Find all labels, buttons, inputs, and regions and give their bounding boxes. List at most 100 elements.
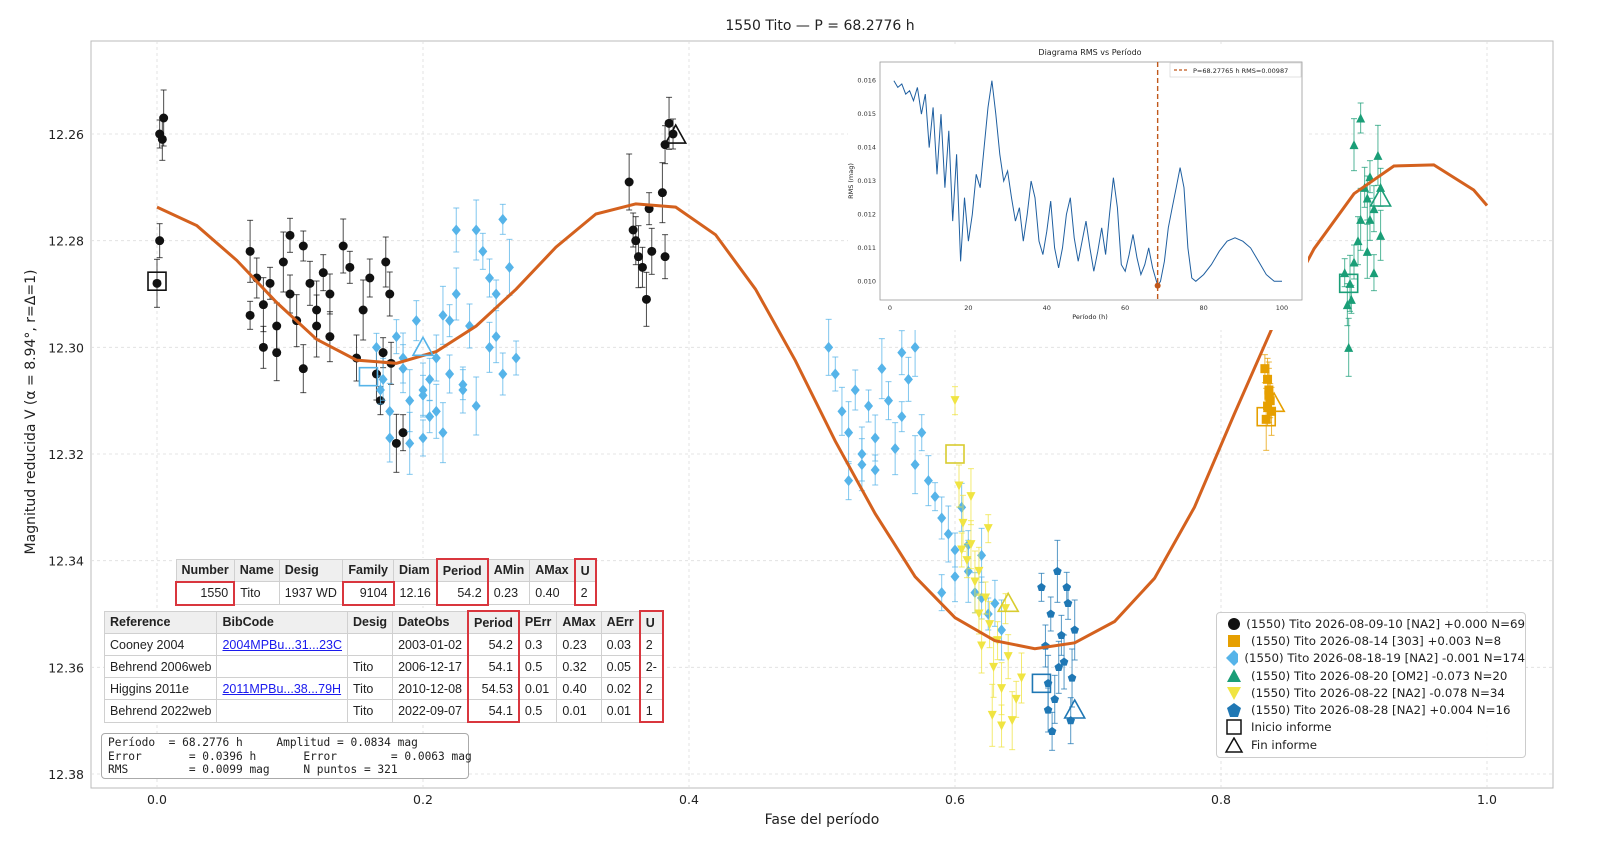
x-tick-label: 0.2 (413, 792, 433, 807)
data-point (491, 331, 501, 343)
inset-legend-box (1169, 62, 1302, 78)
data-point (298, 364, 308, 374)
data-point (1373, 150, 1383, 160)
data-point (1050, 694, 1060, 703)
cell-reference: Behrend 2006web (103, 655, 218, 678)
data-point (1067, 673, 1077, 682)
data-point (1054, 662, 1064, 671)
data-point (990, 597, 1000, 609)
inset-y-label: RMS (mag) (847, 163, 855, 199)
data-point (381, 257, 391, 267)
data-point (1344, 342, 1354, 352)
cell-u: 2- (638, 655, 664, 678)
cell-name: Tito (233, 581, 280, 605)
cell-amax: 0.40 (529, 581, 576, 605)
series-group (950, 386, 1026, 751)
start-marker (358, 366, 379, 387)
y-tick-label: 12.34 (48, 554, 84, 569)
data-point (159, 113, 169, 123)
data-point (647, 246, 657, 256)
data-point (974, 566, 984, 576)
data-point (278, 257, 288, 267)
th-aerr: AErr (600, 610, 641, 634)
data-point (325, 289, 335, 299)
data-point (1053, 566, 1062, 575)
data-point (943, 528, 953, 540)
data-point (385, 432, 395, 444)
data-point (258, 342, 268, 352)
data-point (431, 352, 441, 364)
inset-y-tick-label: 0.012 (857, 210, 876, 218)
mpc-lcdb-table: Number Name Desig Family Diam Period AMi… (174, 558, 597, 606)
data-point (983, 524, 993, 534)
bibcode-link[interactable]: 2011MPBu...38...79H (222, 681, 342, 696)
cell-amax: 0.01 (556, 699, 602, 723)
open-square-icon (1226, 719, 1242, 736)
inset-best-period-point (1154, 282, 1161, 289)
data-point (864, 400, 874, 412)
inset-y-tick-label: 0.013 (857, 177, 876, 185)
th-dateobs: DateObs (392, 610, 469, 634)
data-point (1356, 214, 1366, 224)
data-point (950, 544, 960, 556)
data-point (660, 252, 670, 262)
series-group (152, 89, 678, 473)
cell-perr: 0.3 (518, 633, 558, 656)
legend-label: (1550) Tito 2026-08-28 [NA2] +0.004 N=16 (1251, 703, 1511, 718)
x-tick-label: 0.0 (147, 792, 167, 807)
th-perr: PErr (518, 610, 558, 634)
cell-bibcode: 2004MPBu...31...23C (216, 633, 349, 656)
end-marker (996, 591, 1020, 613)
data-point (987, 710, 997, 720)
data-point (877, 363, 887, 375)
data-point (1263, 374, 1273, 384)
data-point (425, 373, 435, 385)
th-number: Number (175, 558, 235, 582)
y-tick-label: 12.30 (48, 340, 84, 355)
data-point (325, 332, 335, 342)
legend: (1550) Tito 2026-08-09-10 [NA2] +0.000 N… (1216, 612, 1526, 758)
legend-item: (1550) Tito 2026-08-20 [OM2] -0.073 N=20 (1223, 667, 1525, 684)
cell-dateobs: 2022-09-07 (392, 699, 469, 723)
x-tick-label: 1.0 (1477, 792, 1497, 807)
data-point (425, 411, 435, 423)
data-point (478, 245, 488, 257)
diamond-marker-icon (1226, 650, 1239, 667)
legend-label: Inicio informe (1251, 720, 1332, 735)
cell-u: 2 (638, 677, 664, 700)
inset-x-tick-label: 60 (1121, 304, 1129, 312)
th-amax: AMax (556, 610, 602, 634)
y-axis-ticks: 12.26 12.28 12.30 12.32 12.34 12.36 12.38 (48, 127, 84, 782)
data-point (152, 278, 162, 288)
cell-period: 54.53 (467, 677, 520, 700)
y-axis-label: Magnitud reducida V (α = 8.94°, r=Δ=1) (23, 270, 39, 555)
start-marker (945, 444, 965, 464)
plot-frame (90, 40, 1554, 789)
data-point (1070, 625, 1079, 634)
data-point (398, 428, 408, 438)
start-marker (1031, 673, 1052, 694)
data-point (265, 278, 275, 288)
cell-desig: Tito (347, 655, 394, 678)
data-point (371, 341, 381, 353)
cell-period: 54.2 (435, 581, 489, 606)
data-point (471, 224, 481, 236)
bibcode-link[interactable]: 2004MPBu...31...23C (222, 637, 343, 652)
data-point (957, 545, 967, 555)
data-point (445, 315, 455, 327)
data-point (431, 405, 441, 417)
inset-rms-plot: Diagrama RMS vs Período 0 20 40 60 80 100 0.01… (847, 45, 1308, 330)
y-tick-label: 12.38 (48, 767, 84, 782)
data-point (1369, 204, 1379, 214)
data-point (857, 459, 867, 471)
cell-reference: Behrend 2022web (103, 699, 218, 723)
inset-x-label: Período (h) (1072, 313, 1108, 321)
inset-y-tick-label: 0.011 (857, 244, 876, 252)
data-point (985, 620, 995, 630)
data-point (411, 315, 421, 327)
cell-bibcode (216, 655, 349, 678)
stats-line-1: Período = 68.2776 h Amplitud = 0.0834 ma… (108, 736, 418, 749)
inset-x-tick-label: 20 (964, 304, 972, 312)
th-u: U (573, 558, 597, 582)
mpc-table-header: Number Name Desig Family Diam Period AMi… (175, 558, 597, 582)
